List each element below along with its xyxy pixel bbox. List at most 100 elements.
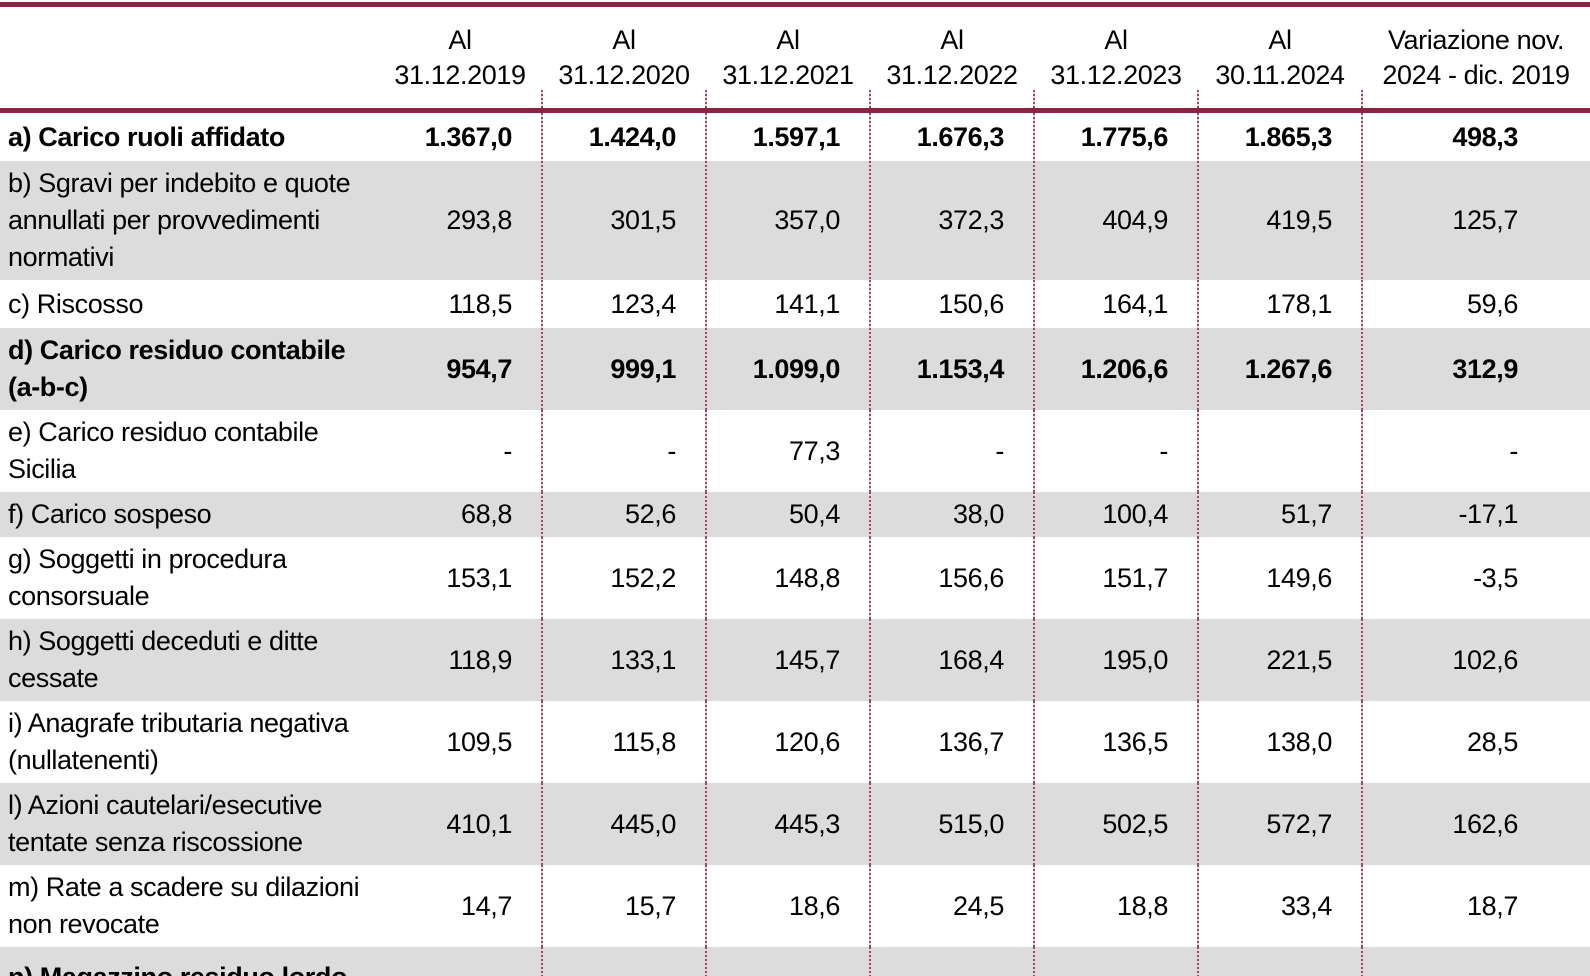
column-header-text: 31.12.2021 xyxy=(722,59,854,90)
row-value: 293,8 xyxy=(446,205,512,235)
row-value: 445,0 xyxy=(541,783,706,865)
row-value: 100,4 xyxy=(1033,492,1198,537)
row-value: 115,8 xyxy=(541,701,706,783)
column-header-text: 31.12.2022 xyxy=(886,59,1018,90)
row-label: g) Soggetti in procedura consorsuale xyxy=(8,544,287,611)
table-row: c) Riscosso 118,5 123,4 141,1 150,6 164,1 178,… xyxy=(0,280,1590,328)
row-value: 1.865,3 xyxy=(1197,113,1362,161)
row-value xyxy=(1197,410,1362,492)
row-value: 162,6 xyxy=(1361,783,1590,865)
row-value: 84,6 xyxy=(541,947,706,976)
table-row: h) Soggetti deceduti e ditte cessate 118,… xyxy=(0,619,1590,701)
table-row: m) Rate a scadere su dilazioni non revoc… xyxy=(0,865,1590,947)
row-label: f) Carico sospeso xyxy=(8,499,212,529)
row-value: 502,5 xyxy=(1033,783,1198,865)
table-top-rule xyxy=(0,2,1590,7)
row-value: - xyxy=(541,410,706,492)
row-value: 109,5 xyxy=(446,726,512,757)
row-value: 195,0 xyxy=(1033,619,1198,701)
row-value: 18,7 xyxy=(1361,865,1590,947)
column-header: Al 31.12.2023 xyxy=(1033,7,1198,108)
table-row: g) Soggetti in procedura consorsuale 153,… xyxy=(0,537,1590,619)
table-row: a) Carico ruoli affidato 1.367,0 1.424,0 1.… xyxy=(0,113,1590,161)
row-value: 156,6 xyxy=(869,537,1034,619)
column-header: Al 30.11.2024 xyxy=(1197,7,1362,108)
row-value: 28,5 xyxy=(1361,701,1590,783)
row-value: 1.424,0 xyxy=(541,113,706,161)
row-value: 14,7 xyxy=(461,890,512,921)
row-value: 1.206,6 xyxy=(1033,328,1198,410)
row-value: 410,1 xyxy=(446,808,512,839)
row-label: a) Carico ruoli affidato xyxy=(8,121,285,152)
column-header: Al 31.12.2021 xyxy=(705,7,870,108)
row-value: 164,1 xyxy=(1033,280,1198,328)
row-value: 1.775,6 xyxy=(1033,113,1198,161)
row-value: 120,6 xyxy=(705,701,870,783)
column-header-text: Al xyxy=(940,24,964,55)
row-value: 100,8 xyxy=(1197,947,1362,976)
row-label: m) Rate a scadere su dilazioni non revoc… xyxy=(8,872,360,939)
table-row: f) Carico sospeso 68,8 52,6 50,4 38,0 100,4 51… xyxy=(0,492,1590,537)
row-value: 372,3 xyxy=(869,161,1034,280)
row-label: i) Anagrafe tributaria negativa (nullate… xyxy=(8,708,349,775)
row-value: -17,1 xyxy=(1361,492,1590,537)
row-value: 999,1 xyxy=(541,328,706,410)
header-separator-rule xyxy=(0,108,1590,113)
row-value: 102,6 xyxy=(1361,619,1590,701)
row-value: 33,4 xyxy=(1197,865,1362,947)
table-row: b) Sgravi per indebito e quote annullati… xyxy=(0,161,1590,280)
row-value: 21,2 xyxy=(1361,947,1590,976)
row-label: c) Riscosso xyxy=(8,288,144,319)
row-value: 77,3 xyxy=(705,410,870,492)
row-value: 136,5 xyxy=(1033,701,1198,783)
row-label: n) Magazzino residuo lordo (d-e-f-g-h-i-… xyxy=(0,947,378,976)
row-label: b) Sgravi per indebito e quote annullati… xyxy=(8,168,351,272)
row-value: - xyxy=(1033,410,1198,492)
row-value: 445,3 xyxy=(705,783,870,865)
table-row: e) Carico residuo contabile Sicilia - -77,… xyxy=(0,410,1590,492)
column-header-text: Variazione nov. xyxy=(1387,24,1565,55)
row-value: 312,9 xyxy=(1361,328,1590,410)
row-value: 51,7 xyxy=(1197,492,1362,537)
column-header-text: Al xyxy=(612,24,636,55)
column-header-text: Al xyxy=(1268,24,1292,55)
row-value: 1.267,6 xyxy=(1197,328,1362,410)
column-header-text: 2024 - dic. 2019 xyxy=(1382,59,1570,90)
row-value: 18,8 xyxy=(1033,865,1198,947)
row-value: 52,6 xyxy=(541,492,706,537)
row-value: 15,7 xyxy=(541,865,706,947)
column-header-text: Al xyxy=(448,24,472,55)
table-row: l) Azioni cautelari/esecutive tentate se… xyxy=(0,783,1590,865)
row-value: 152,2 xyxy=(541,537,706,619)
row-value: 138,0 xyxy=(1197,701,1362,783)
column-header: Al 31.12.2020 xyxy=(541,7,706,108)
row-value: 954,7 xyxy=(446,353,512,384)
row-value: 136,7 xyxy=(869,701,1034,783)
row-value: - xyxy=(869,410,1034,492)
row-value: 118,9 xyxy=(448,644,512,675)
row-value: 38,0 xyxy=(869,492,1034,537)
column-header-text: Al xyxy=(776,24,800,55)
row-value: 1.676,3 xyxy=(869,113,1034,161)
row-value: 68,8 xyxy=(461,499,512,529)
row-value: 24,5 xyxy=(869,865,1034,947)
row-value: 168,4 xyxy=(869,619,1034,701)
row-value: 141,1 xyxy=(705,280,870,328)
table-row: d) Carico residuo contabile (a-b-c) 954,7… xyxy=(0,328,1590,410)
row-value: 145,7 xyxy=(705,619,870,701)
row-value: 1.597,1 xyxy=(705,113,870,161)
row-value: 18,6 xyxy=(705,865,870,947)
row-value: 114,2 xyxy=(869,947,1034,976)
row-value: 221,5 xyxy=(1197,619,1362,701)
row-value: 572,7 xyxy=(1197,783,1362,865)
row-value: 92,4 xyxy=(705,947,870,976)
row-value: 123,4 xyxy=(541,280,706,328)
column-header: Al 31.12.2022 xyxy=(869,7,1034,108)
row-value: 404,9 xyxy=(1033,161,1198,280)
row-value: 133,1 xyxy=(541,619,706,701)
row-value: 178,1 xyxy=(1197,280,1362,328)
row-value: 118,5 xyxy=(448,288,512,319)
column-header-text: 30.11.2024 xyxy=(1215,59,1345,90)
row-value: 419,5 xyxy=(1197,161,1362,280)
